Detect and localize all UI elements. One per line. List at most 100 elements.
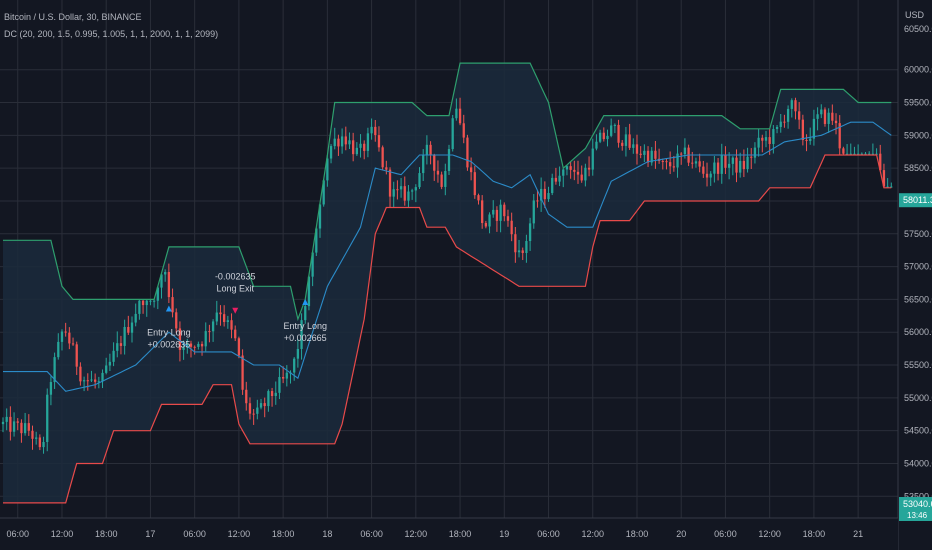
candle-body-102 [377, 135, 381, 148]
candle-body-170 [628, 134, 631, 148]
candle-164 [606, 129, 609, 147]
candle-body-220 [812, 118, 816, 139]
candle-122 [451, 115, 454, 152]
candle-body-146 [540, 188, 543, 201]
candle-body-67 [248, 403, 252, 414]
candle-body-76 [281, 377, 285, 379]
candle-40 [149, 299, 152, 306]
candle-77 [285, 365, 288, 387]
candle-body-188 [694, 161, 698, 164]
candle-body-144 [532, 200, 535, 224]
candle-body-224 [827, 112, 830, 124]
candle-27 [101, 369, 104, 389]
time-tick-17: 12:00 [758, 529, 781, 539]
candle-body-154 [569, 166, 572, 170]
price-axis-bg [898, 0, 932, 550]
candle-body-33 [123, 326, 126, 346]
candle-60 [223, 305, 226, 327]
candle-body-236 [871, 153, 875, 155]
candle-62 [230, 313, 233, 339]
candle-body-157 [580, 174, 583, 181]
candle-body-81 [300, 320, 303, 349]
candle-206 [761, 134, 764, 153]
candle-83 [307, 275, 311, 311]
candle-body-41 [152, 300, 156, 302]
candle-119 [440, 171, 443, 190]
candle-body-28 [105, 365, 108, 373]
candle-body-213 [786, 108, 790, 122]
candle-93 [344, 126, 347, 151]
candle-body-94 [348, 140, 351, 145]
candle-body-34 [127, 326, 130, 333]
time-tick-1: 12:00 [51, 529, 74, 539]
candle-body-109 [403, 186, 406, 201]
candle-23 [86, 373, 89, 391]
candle-body-113 [418, 173, 421, 188]
candle-160 [591, 138, 594, 176]
candle-body-11 [42, 441, 45, 448]
signal-label-0-0: Entry Long [147, 328, 191, 338]
candle-body-111 [411, 190, 414, 192]
candle-body-12 [46, 394, 49, 442]
candle-152 [562, 168, 565, 188]
candle-12 [46, 388, 49, 452]
price-tick-8: 56000.00 [904, 327, 932, 337]
time-tick-12: 06:00 [537, 529, 560, 539]
candle-body-27 [101, 372, 104, 382]
candle-183 [676, 145, 679, 178]
candle-175 [646, 146, 650, 168]
candle-3 [12, 412, 16, 437]
candle-body-123 [455, 108, 458, 119]
candle-body-14 [53, 357, 56, 383]
candle-body-138 [510, 220, 513, 235]
candle-body-141 [521, 250, 524, 253]
candle-109 [403, 176, 406, 206]
candle-80 [296, 339, 300, 368]
time-tick-5: 12:00 [228, 529, 251, 539]
candle-body-25 [94, 379, 97, 382]
candle-162 [598, 129, 602, 144]
time-axis[interactable]: 06:00 12:00 18:00 17 06:00 12:00 18:00 18 06:00 1… [0, 517, 898, 550]
time-tick-14: 18:00 [626, 529, 649, 539]
candle-body-210 [775, 126, 779, 130]
candle-body-6 [23, 423, 27, 434]
candle-219 [809, 127, 812, 145]
candle-200 [739, 152, 742, 178]
signal-label-2-1: +0.002665 [284, 333, 327, 343]
candle-148 [547, 186, 550, 202]
candle-1 [5, 408, 8, 431]
candle-45 [167, 263, 171, 304]
candle-body-37 [138, 300, 141, 314]
candle-38 [141, 299, 145, 314]
candle-body-127 [469, 167, 473, 173]
candle-215 [794, 97, 797, 120]
candle-222 [820, 104, 823, 119]
candle-body-95 [352, 140, 355, 155]
candle-13 [49, 376, 53, 406]
candle-body-73 [270, 391, 274, 396]
candle-body-22 [82, 380, 86, 382]
time-tick-15: 20 [676, 529, 686, 539]
candle-177 [654, 141, 657, 169]
candle-body-207 [764, 137, 768, 141]
candle-20 [75, 341, 78, 375]
candle-body-215 [794, 100, 797, 112]
lower-band-line [3, 154, 892, 504]
candle-body-140 [517, 250, 521, 253]
candle-8 [31, 425, 34, 450]
candle-body-38 [141, 300, 145, 306]
channel-area [3, 63, 892, 503]
candle-116 [429, 141, 432, 165]
candle-body-238 [879, 153, 882, 171]
candle-22 [82, 376, 86, 392]
candle-99 [366, 127, 370, 158]
candle-body-228 [842, 148, 845, 154]
candle-body-208 [768, 137, 771, 144]
indicator-legend[interactable]: DC (20, 200, 1.5, 0.995, 1.005, 1, 1, 20… [4, 29, 219, 39]
candle-body-122 [451, 118, 454, 150]
price-axis[interactable]: 60500.00 60000.00 59500.00 59000.00 58500.00… [897, 0, 932, 550]
candle-body-89 [329, 146, 333, 159]
candle-36 [134, 303, 137, 327]
candle-76 [281, 366, 285, 384]
